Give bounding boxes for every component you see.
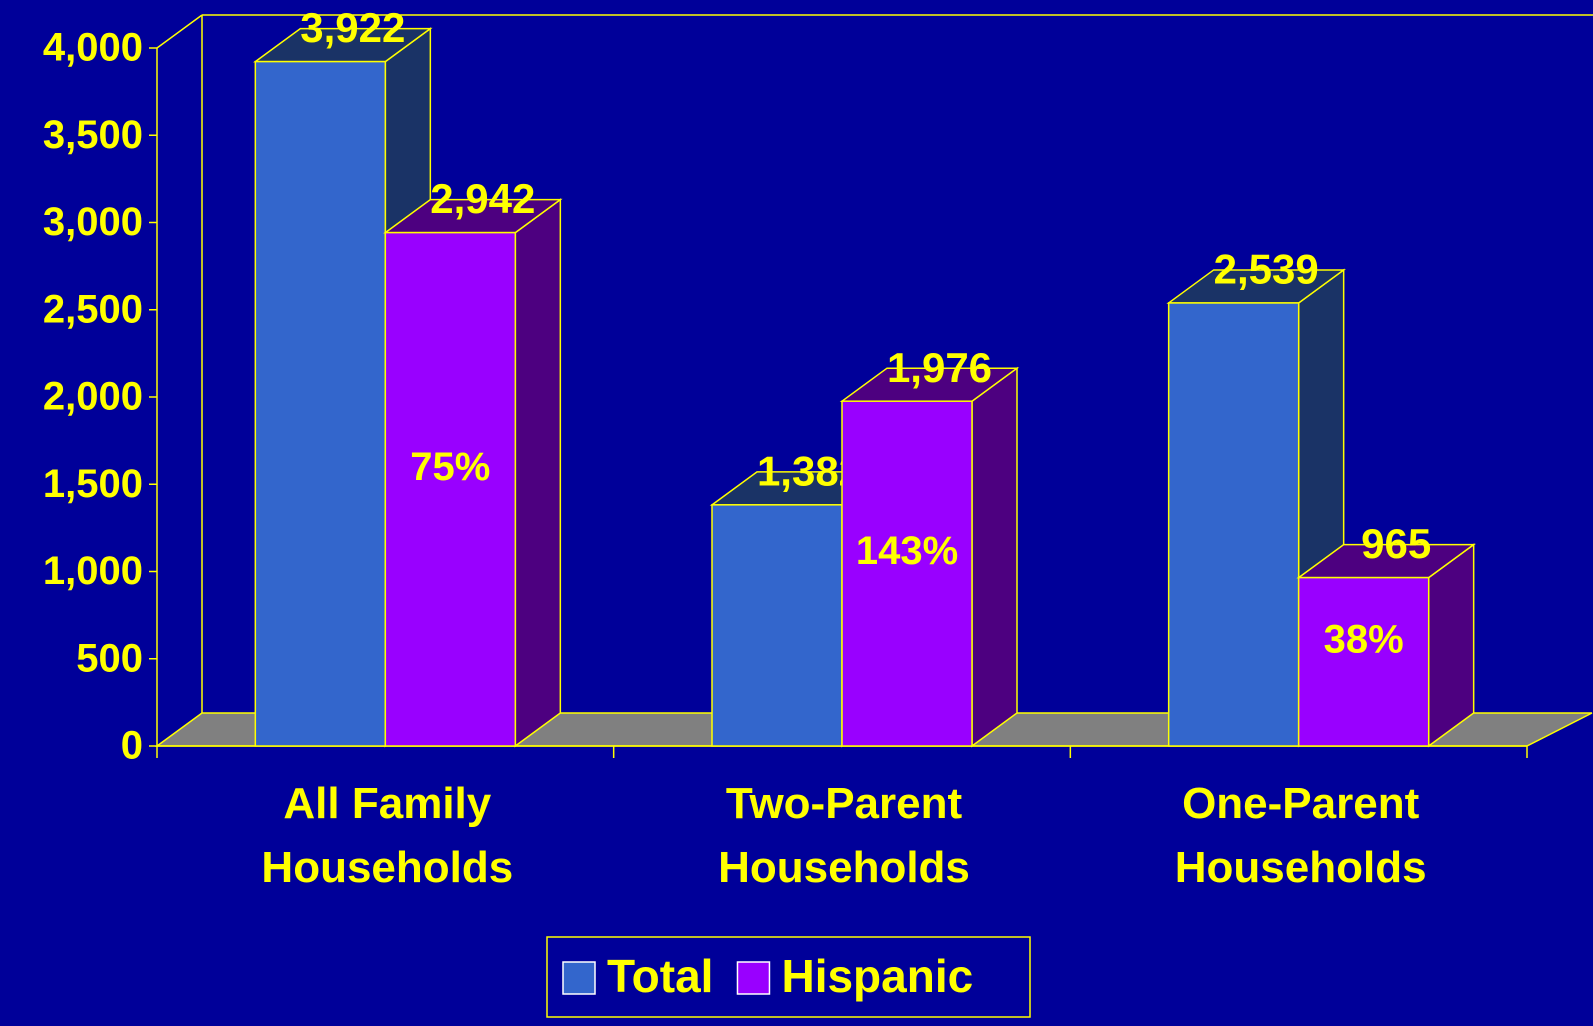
y-tick-label: 4,000 [43, 26, 143, 70]
y-tick-label: 2,500 [43, 287, 143, 331]
annotation: 38% [1324, 617, 1404, 661]
value-label: 2,539 [1214, 246, 1319, 293]
bar-side [1427, 543, 1475, 748]
legend-label: Hispanic [781, 950, 973, 1002]
bar [711, 504, 843, 747]
legend-swatch [736, 961, 771, 995]
legend-label: Total [607, 950, 713, 1002]
side-wall-top [156, 14, 203, 49]
y-tick-label: 2,000 [43, 375, 143, 419]
y-tick-label: 0 [121, 724, 143, 768]
bar [384, 231, 517, 747]
value-label: 965 [1361, 520, 1431, 567]
bar [254, 60, 387, 747]
legend-swatch [562, 961, 596, 995]
annotation: 75% [410, 445, 490, 489]
y-tick-label: 1,000 [43, 549, 143, 593]
value-label: 2,942 [430, 175, 535, 222]
annotation: 143% [856, 529, 958, 573]
y-tick-label: 1,500 [43, 462, 143, 506]
bar [841, 400, 973, 747]
value-label: 1,976 [887, 344, 992, 391]
y-tick-label: 3,500 [43, 113, 143, 157]
bar [1297, 576, 1430, 747]
x-tick-label: Two-Parent Households [718, 779, 970, 892]
value-label: 3,922 [300, 4, 405, 51]
bar-side [971, 366, 1018, 748]
x-tick-label: One-Parent Households [1174, 779, 1427, 892]
y-tick-label: 500 [76, 636, 143, 680]
bar-side [514, 198, 562, 748]
x-tick-label: All Family Households [261, 779, 514, 892]
legend-box [546, 936, 1031, 1018]
bar [1167, 302, 1300, 747]
y-tick-label: 3,000 [43, 200, 143, 244]
